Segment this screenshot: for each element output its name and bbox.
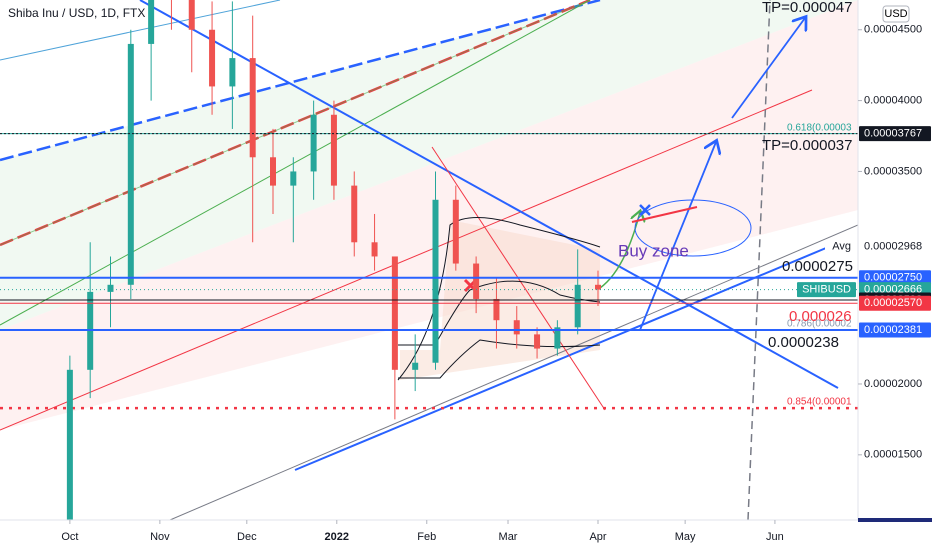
price-tag (859, 126, 931, 142)
price-tag-name-label: Avg (832, 241, 851, 253)
plot: 0.618(0.00003 0.786(0.00002 0.854(0.00001 (0, 0, 858, 520)
candle-body (493, 298, 500, 321)
candle-body (270, 157, 276, 186)
x-tick-label: Oct (61, 531, 78, 543)
candle-body (229, 58, 236, 87)
x-tick-label: May (675, 531, 696, 543)
price-tag (859, 239, 931, 255)
x-tick-label: Nov (150, 531, 170, 543)
chart-title: Shiba Inu / USD, 1D, FTX (8, 6, 145, 20)
candle-body (330, 114, 337, 186)
y-tick-label: 0.00003500 (864, 165, 922, 177)
fib-label: 0.854(0.00001 (787, 397, 852, 408)
x-tick-label: Jun (766, 531, 784, 543)
candle-body (290, 171, 297, 186)
price-tag-label: 0.00002968 (864, 241, 922, 253)
candle-body (371, 242, 378, 257)
candle-body (66, 369, 73, 520)
candle-body (209, 29, 216, 87)
candle-body (351, 185, 358, 243)
price-tag-label: 0.00002570 (864, 297, 922, 309)
candle-body (310, 114, 317, 172)
candle-body (148, 0, 155, 44)
annotation: 0.0000238 (768, 334, 839, 351)
price-tag-name-label: SHIBUSD (802, 284, 851, 296)
fib-label: 0.618(0.00003 (787, 122, 852, 133)
candle-body (391, 256, 398, 370)
candle-body (249, 58, 256, 158)
candle-body (432, 199, 439, 363)
price-tag (859, 270, 931, 286)
annotation: 0.000026 (789, 308, 852, 325)
currency: USD (884, 8, 907, 20)
candle-body (188, 0, 195, 30)
x-tick-label: Feb (417, 531, 436, 543)
y-tick-label: 0.00001500 (864, 449, 922, 461)
annotation: Buy zone (618, 241, 689, 260)
y-tick-label: 0.00002000 (864, 378, 922, 390)
price-tag-name (797, 282, 856, 298)
y-tick-label: 0.00004000 (864, 95, 922, 107)
x-tick-label: Mar (499, 531, 518, 543)
price-tag (859, 295, 931, 311)
annotation: TP=0.000037 (762, 137, 853, 154)
candle-body (412, 362, 419, 370)
x-tick-label: Apr (589, 531, 606, 543)
candle-body (127, 43, 134, 285)
fib-label: 0.786(0.00002 (787, 319, 852, 330)
price-tag-label: 0.00003767 (864, 128, 922, 140)
candle-body (574, 284, 581, 328)
candle-body (107, 284, 114, 292)
price-tag (859, 322, 931, 338)
candle-body (513, 320, 520, 335)
y-tick-label: 0.00004500 (864, 24, 922, 36)
price-tag-label: 0.00002381 (864, 324, 922, 336)
annotation: TP=0.000047 (762, 0, 853, 16)
currency-button[interactable] (882, 5, 910, 23)
candle-body (595, 284, 601, 290)
x-tick-label: 2022 (325, 531, 349, 543)
candle-body (452, 199, 459, 264)
x-tick-label: Dec (237, 531, 257, 543)
price-tag-name (825, 239, 856, 255)
annotation: 0.0000275 (782, 258, 853, 275)
candle-body (473, 263, 480, 299)
price-tag-label: 0.00002750 (864, 272, 922, 284)
candle-body (554, 327, 561, 349)
candle-body (534, 334, 541, 349)
